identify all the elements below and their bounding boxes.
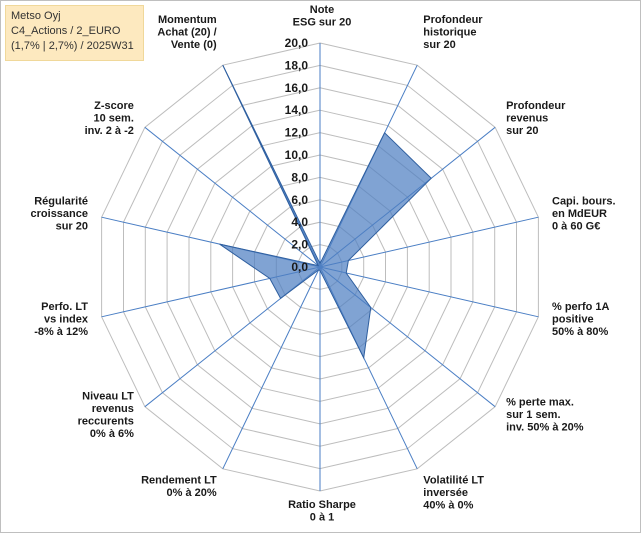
axis-label: Rendement LT 0% à 20%: [141, 474, 217, 499]
category-line: C4_Actions / 2_EURO: [11, 25, 121, 37]
axis-label-line: -8% à 12%: [34, 326, 88, 338]
series-area: [219, 64, 432, 360]
axis-label: Régularité croissance sur 20: [31, 195, 88, 232]
axis-label: Capi. bours. en MdEUR 0 à 60 G€: [552, 195, 616, 232]
axis-label: Ratio Sharpe 0 à 1: [288, 499, 356, 524]
tick-label: 4,0: [291, 215, 308, 229]
axis-label-line: historique: [423, 27, 476, 39]
axis-label-line: sur 20: [56, 220, 88, 232]
tick-label: 0,0: [291, 260, 308, 274]
axis-label-line: Régularité: [34, 195, 88, 207]
axis-label: Niveau LT revenus reccurents 0% à 6%: [78, 390, 135, 440]
tick-label: 16,0: [285, 81, 309, 95]
axis-label-line: 40% à 0%: [423, 499, 473, 511]
axis-spoke: [319, 216, 539, 268]
axis-label-line: Ratio Sharpe: [288, 499, 356, 511]
axis-label-line: inversée: [423, 487, 468, 499]
axis-label-line: croissance: [31, 208, 88, 220]
axis-label: Note ESG sur 20: [293, 4, 352, 29]
axis-label-line: positive: [552, 314, 594, 326]
tick-label: 20,0: [285, 36, 309, 50]
period-line: (1,7% | 2,7%) / 2025W31: [11, 40, 134, 52]
axis-label-line: inv. 50% à 20%: [506, 422, 584, 434]
axis-label-line: en MdEUR: [552, 208, 607, 220]
axis-label-line: Rendement LT: [141, 474, 217, 486]
axis-label-line: Achat (20) /: [157, 27, 216, 39]
axis-label-line: Note: [310, 4, 334, 16]
axis-label-line: 50% à 80%: [552, 326, 608, 338]
axis-label-line: 0% à 6%: [90, 428, 134, 440]
axis-label-line: Z-score: [94, 100, 134, 112]
axis-label-line: % perte max.: [506, 397, 574, 409]
axis-labels: Note ESG sur 20 Profondeur historique sur 20…: [31, 4, 616, 524]
tick-label: 6,0: [291, 193, 308, 207]
title-box: Metso Oyj C4_Actions / 2_EURO (1,7% | 2,…: [5, 5, 144, 61]
axis-label-line: ESG sur 20: [293, 17, 352, 29]
axis-label-line: revenus: [506, 112, 548, 124]
axis-label-line: % perfo 1A: [552, 301, 610, 313]
axis-label-line: Niveau LT: [82, 390, 134, 402]
axis-label-line: Vente (0): [171, 39, 217, 51]
axis-label-line: vs index: [44, 314, 89, 326]
axis-label: Profondeur revenus sur 20: [506, 100, 566, 137]
axis-label: Z-score 10 sem. inv. 2 à -2: [85, 100, 134, 137]
axis-label-line: 10 sem.: [94, 112, 134, 124]
axis-spoke: [144, 126, 321, 268]
axis-label: Profondeur historique sur 20: [423, 14, 483, 51]
axis-label-line: sur 20: [506, 125, 538, 137]
tick-label: 10,0: [285, 148, 309, 162]
axis-label-line: Capi. bours.: [552, 195, 616, 207]
axis-label: % perte max. sur 1 sem. inv. 50% à 20%: [506, 397, 584, 434]
axis-label-line: Perfo. LT: [41, 301, 88, 313]
axis-spoke: [222, 266, 321, 470]
axis-label: Momentum Achat (20) / Vente (0): [157, 14, 217, 51]
radar-series: [219, 64, 432, 360]
axis-label-line: Volatilité LT: [423, 474, 484, 486]
tick-label: 8,0: [291, 170, 308, 184]
company-name: Metso Oyj: [11, 10, 61, 22]
axis-label-line: 0% à 20%: [167, 487, 217, 499]
radial-tick-labels: 0,0 2,0 4,0 6,0 8,0 10,0 12,0 14,0 16,0 18,0 20,0: [285, 36, 309, 274]
tick-label: 18,0: [285, 58, 309, 72]
axis-label-line: sur 1 sem.: [506, 409, 560, 421]
axis-label-line: reccurents: [78, 415, 134, 427]
axis-label-line: Profondeur: [423, 14, 483, 26]
axis-label-line: 0 à 60 G€: [552, 220, 600, 232]
axis-spoke: [319, 266, 539, 318]
axis-label: Volatilité LT inversée 40% à 0%: [423, 474, 484, 511]
tick-label: 12,0: [285, 126, 309, 140]
tick-label: 2,0: [291, 238, 308, 252]
axis-label: Perfo. LT vs index -8% à 12%: [34, 301, 89, 338]
axis-label-line: Momentum: [158, 14, 217, 26]
axis-label-line: Profondeur: [506, 100, 566, 112]
tick-label: 14,0: [285, 103, 309, 117]
axis-label-line: revenus: [92, 403, 134, 415]
axis-label-line: sur 20: [423, 39, 455, 51]
axis-label-line: inv. 2 à -2: [85, 125, 134, 137]
axis-label-line: 0 à 1: [310, 512, 334, 524]
axis-label: % perfo 1A positive 50% à 80%: [552, 301, 610, 338]
